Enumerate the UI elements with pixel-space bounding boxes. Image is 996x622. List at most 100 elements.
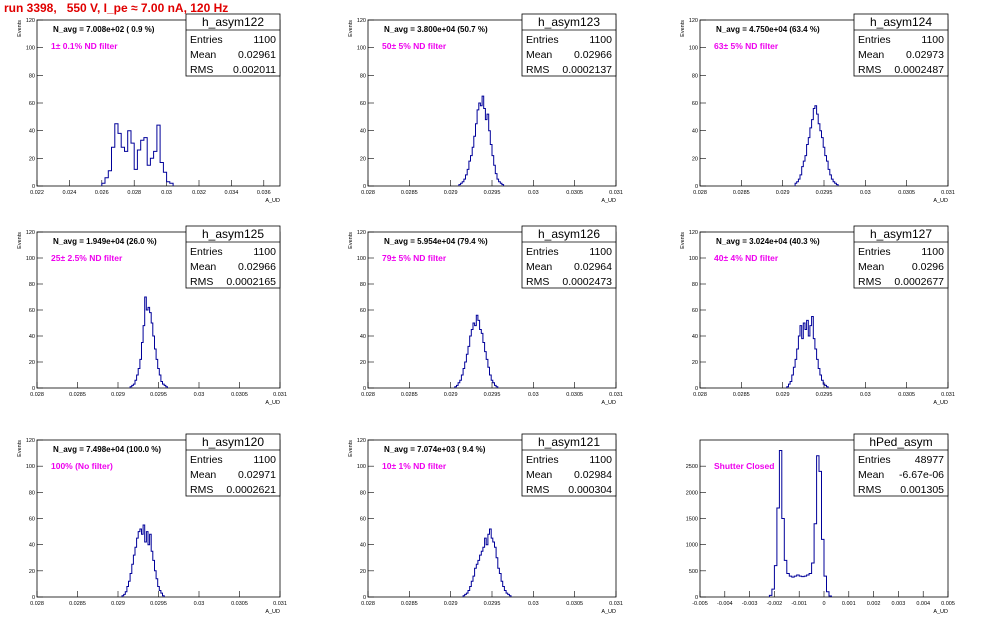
stat-label: Entries bbox=[858, 246, 891, 258]
x-tick-label: 0.031 bbox=[609, 601, 623, 607]
y-tick-label: 100 bbox=[357, 464, 366, 470]
stat-value: 0.002011 bbox=[233, 64, 276, 76]
stat-value: 0.02973 bbox=[906, 49, 944, 61]
y-tick-label: 100 bbox=[26, 256, 35, 262]
histogram-bin bbox=[802, 339, 804, 388]
x-tick-label: 0.0285 bbox=[69, 601, 86, 607]
stats-box bbox=[521, 225, 617, 289]
histogram-bin bbox=[471, 330, 473, 389]
x-tick-label: 0.036 bbox=[257, 190, 271, 196]
hist-name: h_asym127 bbox=[870, 227, 932, 241]
stat-value: 1100 bbox=[253, 34, 276, 46]
histogram-bin bbox=[480, 330, 482, 389]
histogram-bin bbox=[105, 178, 108, 186]
histogram-bin bbox=[805, 330, 807, 389]
stat-label: RMS bbox=[858, 484, 881, 496]
histogram-bin bbox=[481, 551, 483, 597]
y-tick-label: 80 bbox=[360, 73, 366, 79]
panel-hPed_asym: 0 500 1000 1500 2000 2500 -0.005 -0.004 -0.003 -0… bbox=[686, 433, 955, 615]
histogram-bin bbox=[141, 534, 143, 597]
stat-label: Entries bbox=[526, 454, 559, 466]
histogram-line bbox=[454, 314, 499, 388]
histogram-bin bbox=[809, 573, 811, 597]
x-tick-label: 0.029 bbox=[111, 601, 125, 607]
stat-label: Entries bbox=[858, 34, 891, 46]
histogram-bin bbox=[486, 545, 488, 597]
panel-h_asym124: 0 20 40 60 80 100 120 0.028 0.0285 0.029 0.0295 0.0… bbox=[680, 13, 955, 204]
x-tick-label: 0.029 bbox=[111, 392, 125, 398]
stat-label: Entries bbox=[526, 34, 559, 46]
stat-value: 0.02984 bbox=[574, 469, 612, 481]
histogram-bin bbox=[148, 545, 150, 597]
y-tick-label: 0 bbox=[695, 595, 698, 601]
histogram-bin bbox=[473, 323, 475, 388]
x-tick-label: 0.03 bbox=[528, 601, 539, 607]
run-title: run 3398, 550 V, I_pe ≈ 7.00 nA, 120 Hz bbox=[4, 1, 229, 15]
y-tick-label: 40 bbox=[360, 334, 366, 340]
filter-note: 40± 4% ND filter bbox=[714, 253, 779, 263]
histogram-bin bbox=[138, 532, 140, 597]
x-tick-label: 0.026 bbox=[95, 190, 109, 196]
stats-box bbox=[521, 433, 617, 497]
stat-value: 0.02971 bbox=[238, 469, 276, 481]
hist-name: h_asym121 bbox=[538, 435, 600, 449]
x-tick-label: -0.002 bbox=[767, 601, 783, 607]
y-tick-label: 120 bbox=[26, 438, 35, 444]
y-axis-label: Events bbox=[17, 232, 23, 249]
histogram-bin bbox=[807, 575, 809, 597]
y-tick-label: 20 bbox=[29, 569, 35, 575]
x-tick-label: 0.03 bbox=[194, 392, 205, 398]
stat-label: Mean bbox=[526, 261, 552, 273]
stat-label: RMS bbox=[858, 64, 881, 76]
histogram-bin bbox=[134, 169, 137, 186]
histogram-bin bbox=[804, 576, 806, 597]
y-tick-label: 0 bbox=[32, 386, 35, 392]
x-tick-label: 0.031 bbox=[609, 392, 623, 398]
x-tick-label: 0.0285 bbox=[401, 601, 418, 607]
stat-label: Mean bbox=[526, 469, 552, 481]
histogram-bin bbox=[478, 320, 480, 388]
navg-label: N_avg = 1.949e+04 (26.0 %) bbox=[53, 237, 157, 246]
stat-label: RMS bbox=[190, 276, 213, 288]
navg-label: N_avg = 7.008e+02 ( 0.9 %) bbox=[53, 25, 155, 34]
panel-h_asym125: 0 20 40 60 80 100 120 0.028 0.0285 0.029 0.0295 0.0… bbox=[17, 225, 287, 406]
histogram-line bbox=[794, 105, 839, 186]
x-tick-label: 0.029 bbox=[444, 190, 458, 196]
histogram-bin bbox=[485, 120, 487, 186]
x-tick-label: 0.028 bbox=[693, 190, 707, 196]
stat-value: 0.001305 bbox=[900, 484, 944, 496]
y-axis-label: Events bbox=[680, 20, 686, 37]
y-tick-label: 60 bbox=[29, 517, 35, 523]
y-tick-label: 40 bbox=[692, 129, 698, 135]
stats-box bbox=[853, 433, 949, 497]
x-tick-label: 0.03 bbox=[528, 392, 539, 398]
stat-value: 0.0296 bbox=[912, 261, 944, 273]
stat-label: Entries bbox=[190, 246, 223, 258]
x-tick-label: 0.0295 bbox=[484, 392, 501, 398]
x-tick-label: 0.028 bbox=[693, 392, 707, 398]
stat-label: RMS bbox=[190, 64, 213, 76]
histogram-bin bbox=[480, 106, 482, 186]
panel-h_asym126: 0 20 40 60 80 100 120 0.028 0.0285 0.029 0.0295 0.0… bbox=[348, 225, 623, 406]
x-tick-label: 0.028 bbox=[30, 392, 44, 398]
histogram-bin bbox=[124, 151, 127, 186]
y-tick-label: 20 bbox=[29, 360, 35, 366]
x-tick-label: 0.029 bbox=[776, 190, 790, 196]
y-tick-label: 100 bbox=[357, 46, 366, 52]
stat-label: Mean bbox=[190, 261, 216, 273]
hist-name: h_asym126 bbox=[538, 227, 600, 241]
y-tick-label: 80 bbox=[360, 282, 366, 288]
x-tick-label: 0.002 bbox=[867, 601, 881, 607]
histogram-bin bbox=[490, 529, 492, 597]
histogram-bin bbox=[479, 103, 481, 186]
histogram-bin bbox=[150, 313, 152, 388]
histogram-bin bbox=[792, 577, 794, 597]
histogram-bin bbox=[148, 307, 150, 388]
panel-h_asym122: 0 20 40 60 80 100 120 0.022 0.024 0.026 0.028 0.03 0… bbox=[17, 13, 281, 204]
x-axis-label: A_UD bbox=[933, 198, 948, 204]
histogram-bin bbox=[128, 131, 131, 186]
stat-label: Mean bbox=[190, 469, 216, 481]
x-tick-label: 0.0285 bbox=[401, 190, 418, 196]
stat-value: 0.0002165 bbox=[226, 276, 276, 288]
x-tick-label: 0.028 bbox=[361, 392, 375, 398]
